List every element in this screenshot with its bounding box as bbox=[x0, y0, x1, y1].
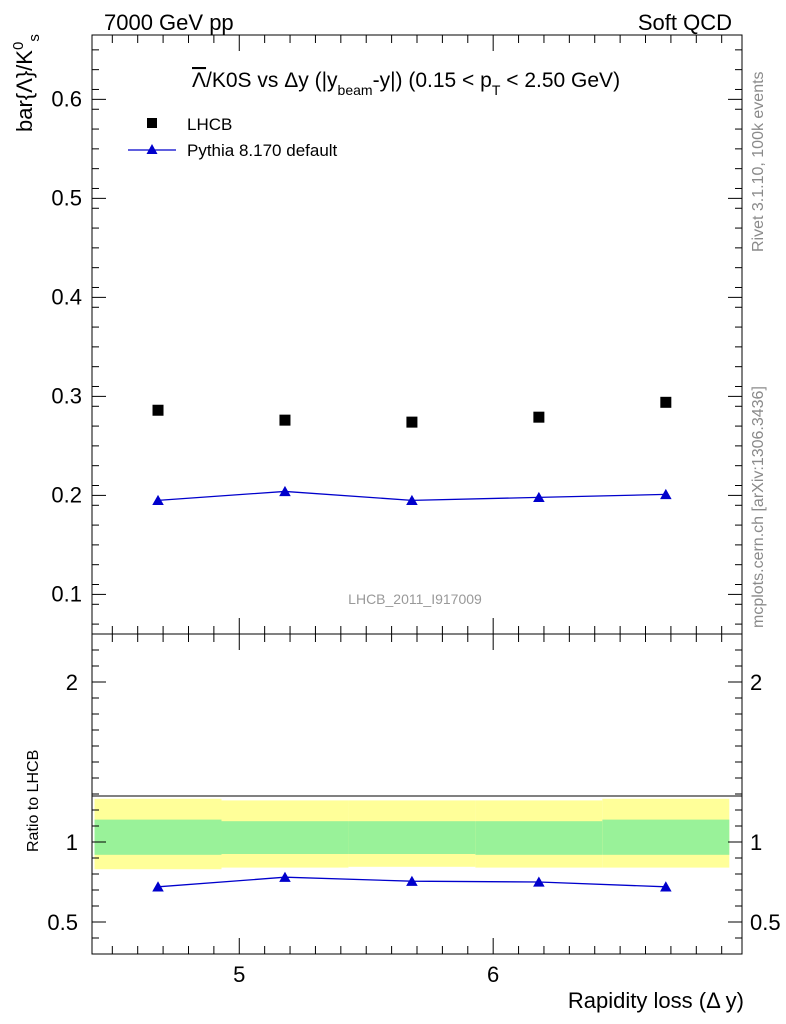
x-tick-label: 6 bbox=[487, 962, 499, 987]
lhcb-data-point bbox=[660, 396, 672, 408]
y-tick-label: 0.6 bbox=[51, 86, 82, 111]
ratio-y-tick-label-right: 2 bbox=[750, 670, 762, 695]
y-tick-label: 0.1 bbox=[51, 581, 82, 606]
ratio-pythia-point bbox=[152, 881, 164, 892]
title-mid: -y|) (0.15 < p bbox=[373, 69, 492, 92]
legend: LHCB Pythia 8.170 default bbox=[128, 115, 338, 160]
lhcb-data-point bbox=[279, 414, 291, 426]
ratio-y-tick-label-left: 1 bbox=[66, 830, 78, 855]
lhcb-data-point bbox=[406, 416, 418, 428]
chart-title: Λ/K0S vs Δy (|ybeam-y|) (0.15 < pT < 2.5… bbox=[192, 69, 620, 98]
pythia-data-point bbox=[152, 494, 164, 506]
main-y-axis-label: bar{Λ}/K0s bbox=[10, 34, 43, 132]
pythia-data-point bbox=[406, 494, 418, 506]
ratio-y-tick-label-left: 0.5 bbox=[47, 910, 78, 935]
rivet-version-label: Rivet 3.1.10, 100k events bbox=[750, 71, 767, 252]
title-sub-t: T bbox=[492, 82, 501, 98]
ratio-uncertainty-band-inner bbox=[348, 821, 476, 854]
header-category-label: Soft QCD bbox=[638, 10, 732, 35]
y-tick-label: 0.3 bbox=[51, 383, 82, 408]
ratio-pythia-point bbox=[279, 871, 291, 882]
ratio-ticks: 0.5 0.5 1 1 2 2 5 6 bbox=[47, 634, 781, 987]
y-label-sub: s bbox=[26, 34, 43, 42]
ratio-uncertainty-band-inner bbox=[475, 821, 603, 855]
main-panel: 0.1 0.2 0.3 0.4 0.5 0.6 Λ/K0S vs Δy (|ybeam-y… bbox=[10, 34, 743, 635]
y-tick-label: 0.2 bbox=[51, 482, 82, 507]
y-tick-label: 0.4 bbox=[51, 284, 82, 309]
ratio-frame bbox=[91, 633, 743, 955]
analysis-watermark: LHCB_2011_I917009 bbox=[348, 591, 482, 607]
ratio-y-tick-label-right: 1 bbox=[750, 830, 762, 855]
ratio-y-tick-label-right: 0.5 bbox=[750, 910, 781, 935]
main-ticks: 0.1 0.2 0.3 0.4 0.5 0.6 bbox=[51, 35, 742, 634]
header-energy-label: 7000 GeV pp bbox=[104, 10, 234, 35]
pythia-data-point bbox=[660, 488, 672, 500]
lhcb-data-point bbox=[533, 411, 545, 423]
ratio-pythia-point bbox=[406, 875, 418, 886]
lhcb-data-point bbox=[152, 404, 164, 416]
ratio-uncertainty-band-inner bbox=[94, 819, 222, 855]
title-rest: /K0S vs Δy (|y bbox=[206, 69, 338, 92]
title-end: < 2.50 GeV) bbox=[500, 69, 620, 92]
ratio-data bbox=[152, 871, 672, 892]
y-label-sup: 0 bbox=[10, 42, 27, 50]
ratio-pythia-point bbox=[660, 881, 672, 892]
legend-label-pythia: Pythia 8.170 default bbox=[187, 141, 338, 160]
ratio-pythia-point bbox=[533, 876, 545, 887]
x-axis-label: Rapidity loss (Δ y) bbox=[568, 988, 744, 1013]
y-label-base: bar{Λ}/K bbox=[12, 50, 37, 132]
legend-marker-pythia bbox=[146, 144, 158, 154]
legend-marker-lhcb bbox=[147, 118, 157, 128]
title-sub-beam: beam bbox=[338, 82, 373, 98]
main-data bbox=[152, 396, 672, 506]
ratio-uncertainty-band-inner bbox=[221, 821, 349, 854]
y-tick-label: 0.5 bbox=[51, 185, 82, 210]
ratio-uncertainty-band-inner bbox=[602, 819, 730, 855]
ratio-y-tick-label-left: 2 bbox=[66, 670, 78, 695]
ratio-panel: 0.5 0.5 1 1 2 2 5 6 Ratio to LHCB Rapidity loss… bbox=[25, 633, 781, 1013]
legend-label-lhcb: LHCB bbox=[187, 115, 232, 134]
ratio-bands bbox=[94, 798, 730, 870]
pythia-data-point bbox=[533, 491, 545, 503]
mcplots-reference-label: mcplots.cern.ch [arXiv:1306.3436] bbox=[750, 386, 767, 628]
ratio-y-axis-label: Ratio to LHCB bbox=[25, 750, 42, 852]
pythia-data-point bbox=[279, 485, 291, 497]
title-lambda-bar: Λ bbox=[192, 69, 206, 92]
x-tick-label: 5 bbox=[233, 962, 245, 987]
